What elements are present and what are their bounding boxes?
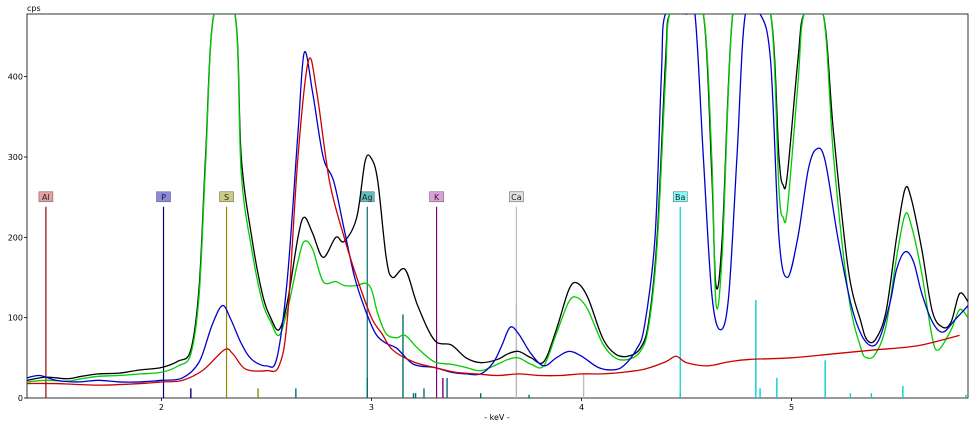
element-marker-label: Al: [42, 193, 50, 202]
element-marker-label: Ag: [362, 193, 373, 202]
y-tick-label: 0: [18, 394, 23, 403]
element-marker-badge: [509, 191, 524, 203]
element-marker-badge: [38, 191, 54, 203]
axes-layer: 2 3 4 5 0 100 200 300 400: [8, 73, 794, 412]
series-layer: [27, 14, 968, 386]
element-marker-badge: [156, 191, 171, 203]
y-tick-label: 400: [8, 73, 23, 82]
x-axis-label: - keV -: [484, 413, 510, 422]
y-axis-label: cps: [27, 4, 41, 13]
x-tick-label: 2: [159, 403, 164, 412]
series-line-1: [27, 14, 968, 383]
x-tick-label: 3: [369, 403, 374, 412]
element-marker-label: Ba: [675, 193, 685, 202]
element-marker-label: Ca: [511, 193, 522, 202]
plot-area: [26, 13, 969, 399]
y-tick-label: 200: [8, 233, 23, 242]
series-line-2: [27, 14, 968, 383]
element-marker-label: S: [224, 193, 229, 202]
element-marker-label: P: [161, 193, 166, 202]
element-marker-badge: [672, 191, 688, 203]
element-marker-badge: [429, 191, 444, 203]
element-marker-label: K: [434, 193, 440, 202]
series-line-3: [27, 57, 960, 386]
element-marker-badge: [219, 191, 234, 203]
x-tick-label: 4: [579, 403, 584, 412]
y-tick-label: 100: [8, 314, 23, 323]
y-tick-label: 300: [8, 153, 23, 162]
x-tick-label: 5: [789, 403, 794, 412]
